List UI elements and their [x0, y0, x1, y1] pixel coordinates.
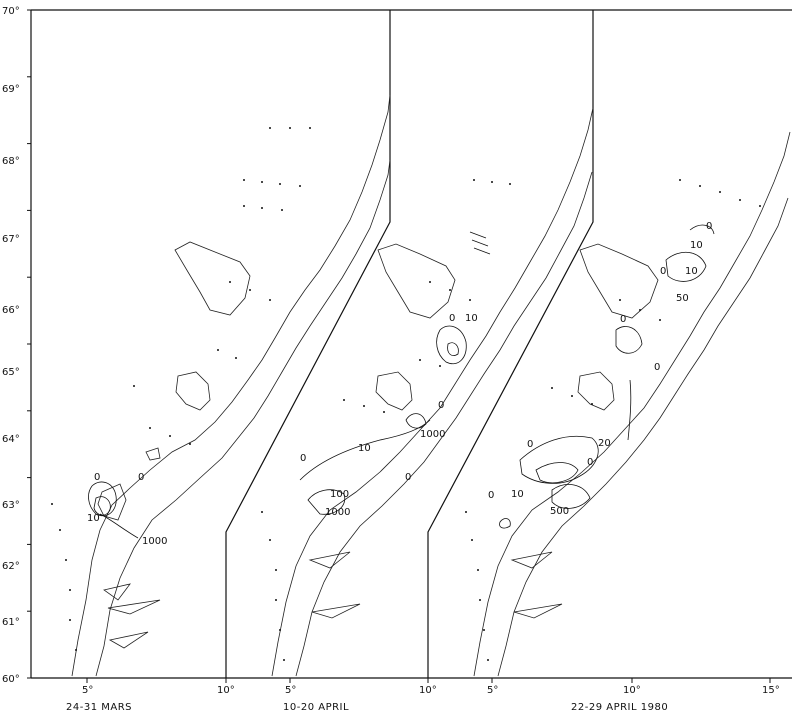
- y-tick-marks: [27, 9, 31, 679]
- y-tick-label: 69°: [2, 84, 20, 95]
- contour-label: 1000: [420, 429, 445, 440]
- contour-label: 50: [676, 293, 689, 304]
- contour-label: 0: [438, 400, 444, 411]
- contour-label: 0: [300, 453, 306, 464]
- panel-divider-2: [427, 10, 594, 678]
- contour-label: 1000: [325, 507, 350, 518]
- contour-label: 0: [706, 221, 712, 232]
- contour-label: 20: [598, 438, 611, 449]
- contour-label: 0: [138, 472, 144, 483]
- contour-label: 0: [660, 266, 666, 277]
- coastline-panel-3: [473, 131, 791, 677]
- contour-label: 1000: [142, 536, 167, 547]
- contour-label: 0: [620, 314, 626, 325]
- isolines-panel-3: [499, 224, 715, 529]
- x-tick-label: 5°: [285, 685, 296, 696]
- contour-label: 500: [550, 506, 569, 517]
- contour-label: 10: [87, 513, 100, 524]
- y-tick-label: 64°: [2, 434, 20, 445]
- contour-label: 10: [511, 489, 524, 500]
- x-tick-labels: 5° 10° 5° 10° 5° 10° 15°: [82, 685, 780, 696]
- panel-caption-1: 24-31 MARS: [66, 702, 132, 713]
- contour-label: 0: [405, 472, 411, 483]
- x-tick-label: 10°: [623, 685, 641, 696]
- y-tick-label: 60°: [2, 674, 20, 685]
- contour-label: 10: [690, 240, 703, 251]
- y-tick-label: 61°: [2, 617, 20, 628]
- contour-labels-panel-3: 0 10 0 10 50 0 0 0 0 20 0 10 500: [488, 221, 712, 517]
- panel-caption-2: 10-20 APRIL: [283, 702, 349, 713]
- y-tick-label: 66°: [2, 305, 20, 316]
- y-tick-label: 70°: [2, 6, 20, 17]
- y-tick-label: 65°: [2, 367, 20, 378]
- contour-label: 10: [358, 443, 371, 454]
- x-tick-label: 10°: [217, 685, 235, 696]
- y-tick-label: 68°: [2, 156, 20, 167]
- contour-label: 0: [587, 457, 593, 468]
- contour-label: 0: [488, 490, 494, 501]
- contour-label: 0: [527, 439, 533, 450]
- y-tick-label: 67°: [2, 234, 20, 245]
- panel-caption-3: 22-29 APRIL 1980: [571, 702, 668, 713]
- contour-label: 0: [449, 313, 455, 324]
- isolines-panel-1: [88, 481, 139, 539]
- x-tick-marks: [86, 678, 771, 683]
- contour-label: 10: [685, 266, 698, 277]
- sampling-stations: [51, 127, 761, 661]
- contour-labels-panel-1: 0 0 10 1000: [87, 472, 167, 547]
- y-tick-label: 62°: [2, 561, 20, 572]
- panel-divider-1: [225, 10, 391, 678]
- coastline-panel-1: [71, 94, 391, 677]
- contour-label: 10: [465, 313, 478, 324]
- x-tick-label: 15°: [762, 685, 780, 696]
- x-tick-label: 5°: [82, 685, 93, 696]
- isolines-panel-2: [299, 231, 491, 515]
- x-tick-label: 10°: [419, 685, 437, 696]
- y-tick-label: 63°: [2, 500, 20, 511]
- contour-labels-panel-2: 0 10 0 0 10 0 1000 100 1000: [300, 313, 478, 518]
- contour-label: 0: [94, 472, 100, 483]
- contour-label: 0: [654, 362, 660, 373]
- x-tick-label: 5°: [487, 685, 498, 696]
- contour-label: 100: [330, 489, 349, 500]
- coastline-panel-2: [271, 107, 594, 677]
- y-tick-labels: 70° 69° 68° 67° 66° 65° 64° 63° 62° 61° …: [2, 6, 20, 685]
